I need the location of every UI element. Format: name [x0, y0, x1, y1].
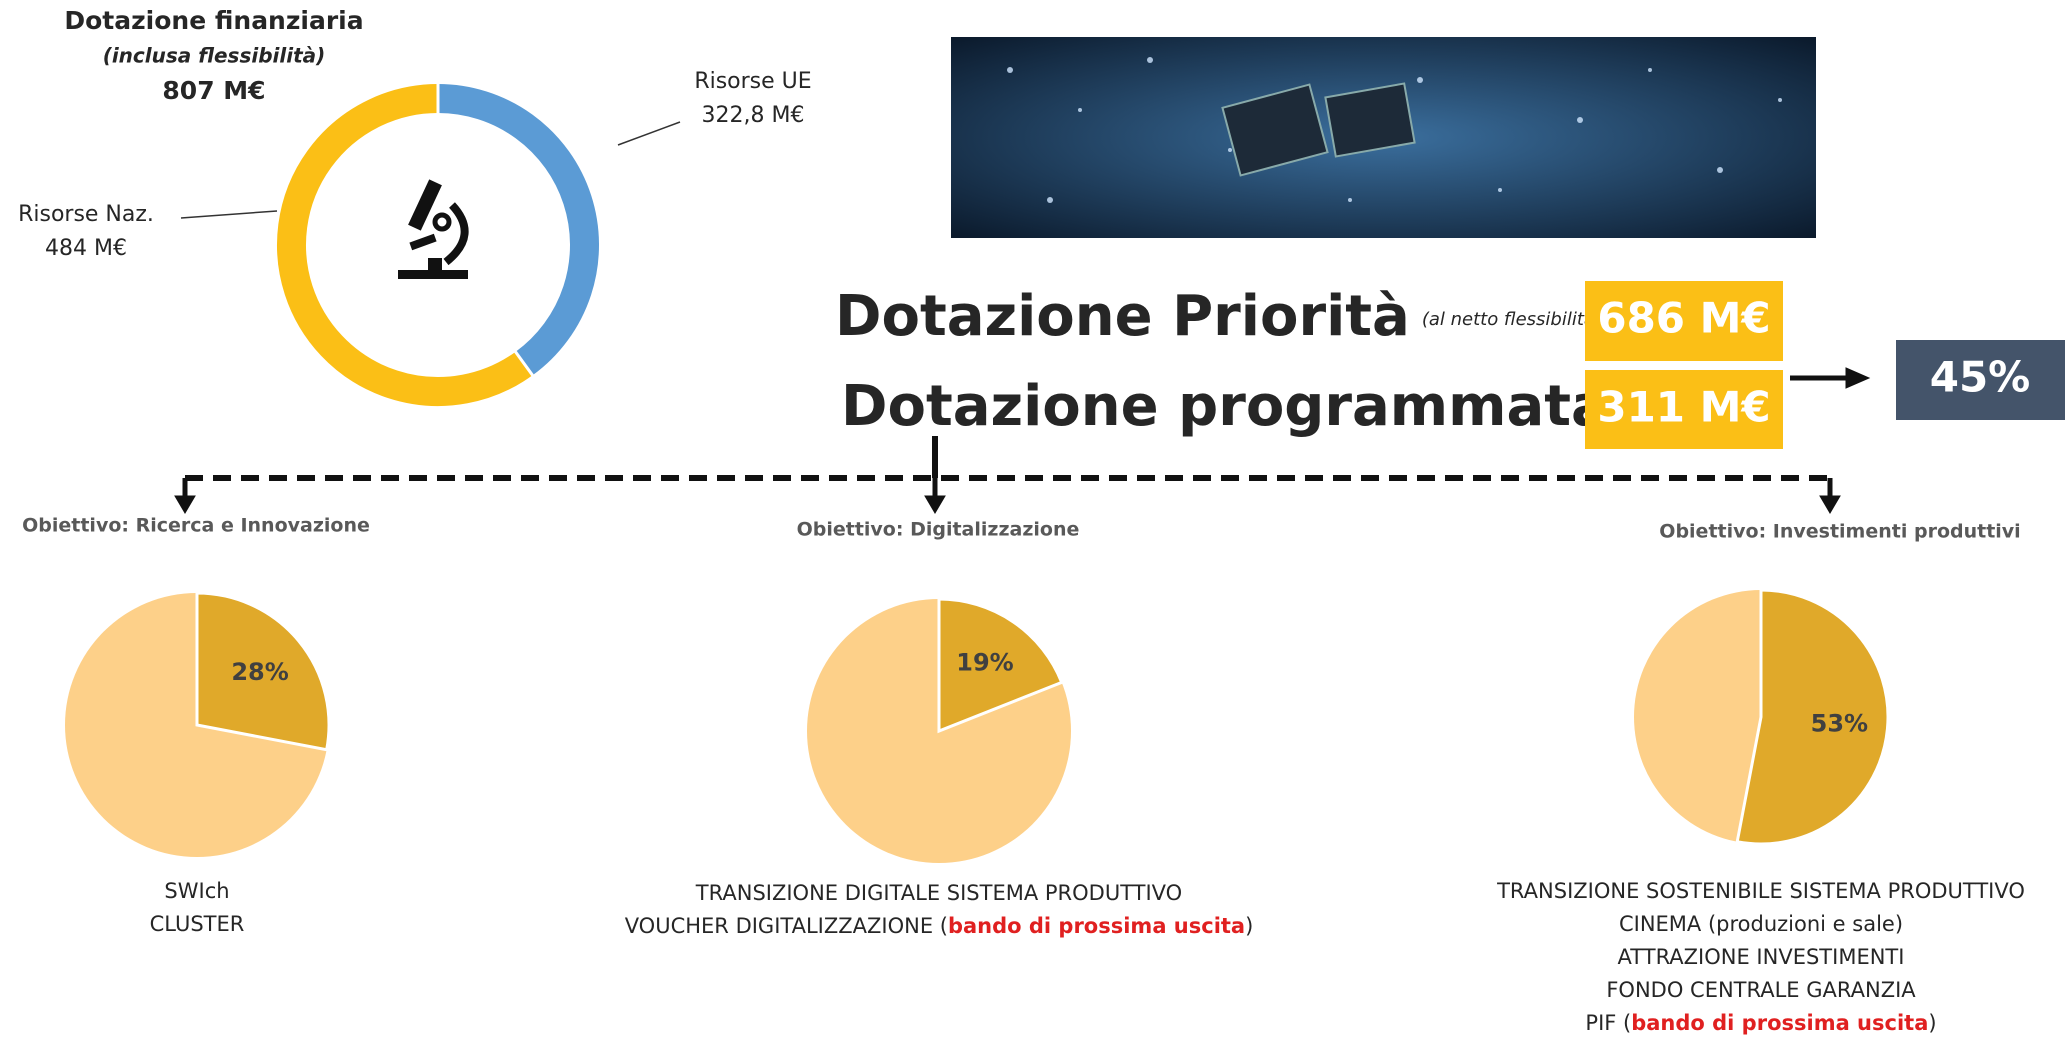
- donut-category: Risorse UE: [694, 69, 811, 94]
- priority-heading: Dotazione Priorità (al netto flessibilità…: [835, 284, 1624, 349]
- donut-segment: [438, 99, 584, 364]
- pie-value-label: 28%: [231, 658, 288, 686]
- donut-subtitle: (inclusa flessibilità): [103, 44, 326, 68]
- measure-line: TRANSIZIONE DIGITALE SISTEMA PRODUTTIVO: [695, 881, 1182, 905]
- measure-text: ): [1928, 1011, 1936, 1035]
- measure-text: ATTRAZIONE INVESTIMENTI: [1618, 945, 1905, 969]
- microscope-icon: [398, 179, 468, 279]
- pie-value-label: 19%: [956, 648, 1013, 676]
- donut-category: Risorse Naz.: [18, 202, 154, 227]
- measure-line: CLUSTER: [150, 912, 245, 936]
- measure-text: SWIch: [164, 879, 229, 903]
- slide: Dotazione Priorità (al netto flessibilità…: [0, 0, 2071, 1041]
- leader-line: [181, 211, 277, 218]
- measure-line: ATTRAZIONE INVESTIMENTI: [1618, 945, 1905, 969]
- measure-line: FONDO CENTRALE GARANZIA: [1606, 978, 1916, 1002]
- pie-value-label: 53%: [1811, 709, 1868, 737]
- leader-line: [618, 122, 680, 145]
- priority-value: 686 M€: [1597, 294, 1770, 343]
- donut-value-label: 484 M€: [45, 236, 127, 261]
- priority-label: Dotazione Priorità: [835, 284, 1410, 349]
- measure-text: CINEMA (produzioni e sale): [1619, 912, 1903, 936]
- measure-text: TRANSIZIONE DIGITALE SISTEMA PRODUTTIVO: [695, 881, 1182, 905]
- measure-text: bando di prossima uscita: [948, 914, 1245, 938]
- measure-line: TRANSIZIONE SOSTENIBILE SISTEMA PRODUTTI…: [1496, 879, 2025, 903]
- measure-text: VOUCHER DIGITALIZZAZIONE (: [625, 914, 948, 938]
- donut-total: 807 M€: [162, 76, 265, 105]
- measure-line: VOUCHER DIGITALIZZAZIONE (bando di pross…: [625, 914, 1254, 938]
- share: 45%: [1930, 353, 2031, 402]
- measure-line: PIF (bando di prossima uscita): [1585, 1011, 1936, 1035]
- photo: [951, 37, 1816, 238]
- objective-title: Obiettivo: Ricerca e Innovazione: [22, 515, 370, 537]
- priority-note: (al netto flessibilità): [1422, 309, 1602, 330]
- measure-text: CLUSTER: [150, 912, 245, 936]
- donut-segment: [291, 99, 524, 392]
- measure-line: CINEMA (produzioni e sale): [1619, 912, 1903, 936]
- donut-value-label: 322,8 M€: [702, 103, 805, 128]
- measure-text: bando di prossima uscita: [1631, 1011, 1928, 1035]
- donut-title: Dotazione finanziaria: [64, 6, 363, 35]
- measure-text: FONDO CENTRALE GARANZIA: [1606, 978, 1916, 1002]
- objective-title: Obiettivo: Digitalizzazione: [797, 519, 1080, 541]
- objective-title: Obiettivo: Investimenti produttivi: [1659, 521, 2020, 543]
- measure-line: SWIch: [164, 879, 229, 903]
- programmed-label: Dotazione programmata:: [841, 374, 1631, 439]
- measure-text: PIF (: [1585, 1011, 1631, 1035]
- measure-text: TRANSIZIONE SOSTENIBILE SISTEMA PRODUTTI…: [1496, 879, 2025, 903]
- measure-text: ): [1245, 914, 1253, 938]
- programmed-value: 311 M€: [1597, 383, 1770, 432]
